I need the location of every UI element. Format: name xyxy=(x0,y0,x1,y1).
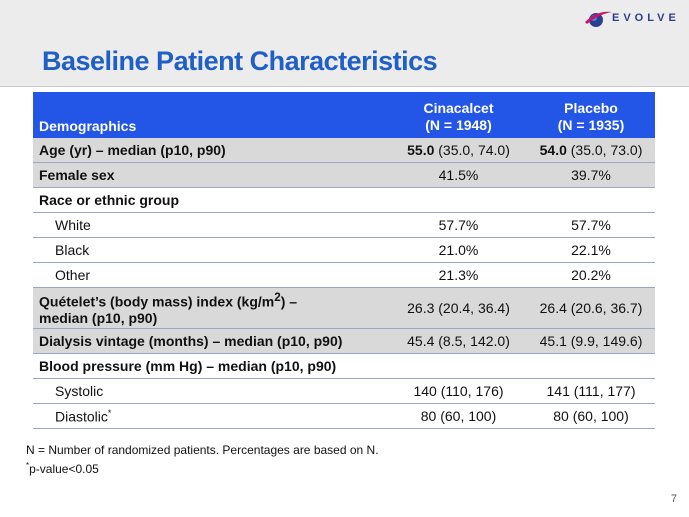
row-label: Age (yr) – median (p10, p90) xyxy=(33,138,390,163)
cinacalcet-value: 57.7% xyxy=(390,212,527,238)
median-value: 55.0 xyxy=(407,142,435,158)
placebo-value: 26.4 (20.6, 36.7) xyxy=(527,287,655,329)
table-row-black: Black 21.0% 22.1% xyxy=(33,237,655,263)
table-row-race: Race or ethnic group xyxy=(33,187,655,213)
header-cinacalcet-n: (N = 1948) xyxy=(425,117,492,133)
row-label: Race or ethnic group xyxy=(33,187,390,213)
placebo-value: 39.7% xyxy=(527,162,655,188)
footnote-n-definition: N = Number of randomized patients. Perce… xyxy=(26,443,379,457)
table-row-age: Age (yr) – median (p10, p90) 55.0 (35.0,… xyxy=(33,138,655,163)
baseline-characteristics-table: Demographics Cinacalcet (N = 1948) Place… xyxy=(33,92,655,429)
header-cinacalcet-name: Cinacalcet xyxy=(423,100,494,116)
placebo-value: 80 (60, 100) xyxy=(527,403,655,429)
cinacalcet-value: 41.5% xyxy=(390,162,527,188)
cinacalcet-value: 26.3 (20.4, 36.4) xyxy=(390,287,527,329)
significance-marker: * xyxy=(107,407,112,418)
header-demographics: Demographics xyxy=(33,92,390,138)
table-row-other: Other 21.3% 20.2% xyxy=(33,262,655,288)
cinacalcet-value: 140 (110, 176) xyxy=(390,378,527,404)
header-cinacalcet: Cinacalcet (N = 1948) xyxy=(390,92,527,138)
placebo-value: 57.7% xyxy=(527,212,655,238)
header-band: EVOLVE Baseline Patient Characteristics xyxy=(0,0,689,87)
table-row-female: Female sex 41.5% 39.7% xyxy=(33,162,655,188)
percentile-range: (35.0, 73.0) xyxy=(566,142,643,158)
row-label: Systolic xyxy=(33,378,390,404)
placebo-value: 141 (111, 177) xyxy=(527,378,655,404)
header-placebo-name: Placebo xyxy=(564,100,618,116)
page-number: 7 xyxy=(670,493,677,505)
cinacalcet-value: 55.0 (35.0, 74.0) xyxy=(390,138,527,163)
cinacalcet-value: 45.4 (8.5, 142.0) xyxy=(390,328,527,354)
table-header-row: Demographics Cinacalcet (N = 1948) Place… xyxy=(33,92,655,138)
cinacalcet-value: 21.0% xyxy=(390,237,527,263)
placebo-value: 20.2% xyxy=(527,262,655,288)
cinacalcet-value: 21.3% xyxy=(390,262,527,288)
row-label: White xyxy=(33,212,390,238)
row-label: Female sex xyxy=(33,162,390,188)
row-label: Blood pressure (mm Hg) – median (p10, p9… xyxy=(33,353,390,379)
table-row-diastolic: Diastolic* 80 (60, 100) 80 (60, 100) xyxy=(33,403,655,429)
header-placebo: Placebo (N = 1935) xyxy=(527,92,655,138)
row-label: Black xyxy=(33,237,390,263)
header-placebo-n: (N = 1935) xyxy=(557,117,625,133)
placebo-value: 54.0 (35.0, 73.0) xyxy=(527,138,655,163)
table-row-dialysis: Dialysis vintage (months) – median (p10,… xyxy=(33,328,655,354)
row-label: Other xyxy=(33,262,390,288)
row-label: Dialysis vintage (months) – median (p10,… xyxy=(33,328,390,354)
placebo-value: 22.1% xyxy=(527,237,655,263)
percentile-range: (35.0, 74.0) xyxy=(434,142,510,158)
globe-swoosh-icon xyxy=(585,11,612,27)
median-value: 54.0 xyxy=(539,142,567,158)
table-row-bmi: Quételet’s (body mass) index (kg/m2) – me… xyxy=(33,287,655,329)
evolve-logo: EVOLVE xyxy=(583,8,681,30)
logo-text: EVOLVE xyxy=(612,12,680,24)
slide-title: Baseline Patient Characteristics xyxy=(42,46,438,76)
row-label: Quételet’s (body mass) index (kg/m2) – me… xyxy=(33,287,390,329)
table-row-systolic: Systolic 140 (110, 176) 141 (111, 177) xyxy=(33,378,655,404)
placebo-value: 45.1 (9.9, 149.6) xyxy=(527,328,655,354)
footnote-p-value: *p-value<0.05 xyxy=(26,461,99,476)
table-row-white: White 57.7% 57.7% xyxy=(33,212,655,238)
row-label: Diastolic* xyxy=(33,403,390,429)
table-row-bp: Blood pressure (mm Hg) – median (p10, p9… xyxy=(33,353,655,379)
cinacalcet-value: 80 (60, 100) xyxy=(390,403,527,429)
